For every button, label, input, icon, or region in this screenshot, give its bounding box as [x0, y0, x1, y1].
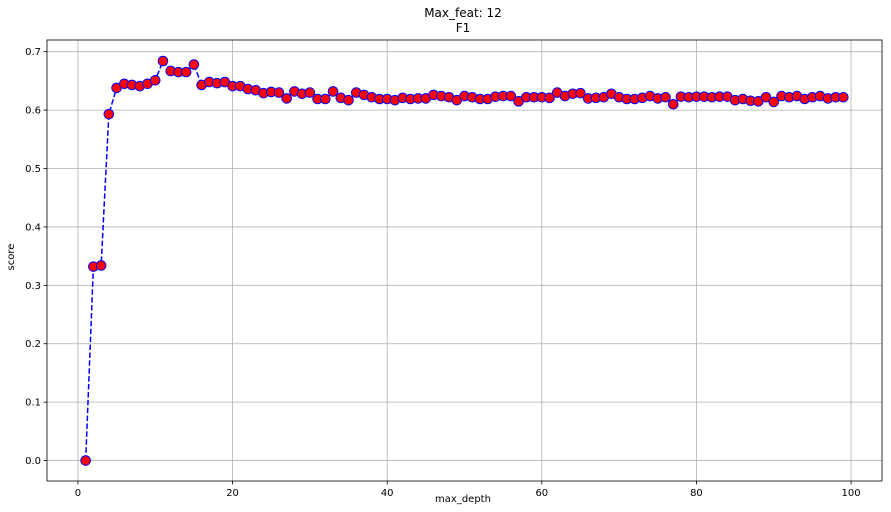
y-axis: 0.0 0.1 0.2 0.3 0.4 0.5 0.6 0.7: [25, 47, 47, 467]
x-tick-label: 100: [842, 488, 861, 499]
y-tick-label: 0.7: [25, 47, 41, 58]
x-tick-label: 20: [226, 488, 239, 499]
data-point: [667, 98, 679, 110]
axes-frame: [46, 39, 883, 482]
data-point: [273, 87, 285, 98]
data-point: [660, 91, 671, 103]
data-point: [320, 93, 331, 105]
data-point: [149, 75, 161, 86]
y-tick-label: 0.4: [25, 222, 41, 233]
data-point: [505, 90, 517, 102]
data-point: [188, 59, 200, 70]
x-tick-label: 60: [535, 488, 548, 499]
data-point: [304, 87, 316, 98]
data-point: [95, 260, 107, 271]
grid: [47, 40, 882, 481]
data-point: [544, 92, 555, 104]
markers: [80, 55, 849, 466]
series-line-layer: [84, 59, 844, 461]
data-point: [343, 94, 354, 106]
data-point: [768, 96, 780, 108]
y-tick-label: 0.2: [25, 339, 41, 350]
chart-title: Max_feat: 12: [424, 6, 502, 20]
y-tick-label: 0.0: [25, 456, 41, 467]
y-axis-label: score: [6, 244, 17, 271]
data-point: [838, 91, 849, 103]
y-tick-label: 0.3: [25, 281, 41, 292]
y-tick-label: 0.5: [25, 164, 41, 175]
x-axis-label: max_depth: [435, 494, 491, 505]
data-point: [157, 55, 169, 67]
series-line: [84, 59, 844, 461]
data-point: [327, 86, 339, 97]
data-point: [760, 91, 772, 103]
data-point: [180, 66, 192, 78]
data-point: [103, 108, 115, 120]
chart-subtitle: F1: [456, 21, 471, 35]
y-tick-label: 0.1: [25, 398, 41, 409]
data-point: [80, 455, 91, 466]
plot-area-border: [46, 39, 883, 482]
y-tick-label: 0.6: [25, 106, 41, 117]
data-point: [281, 93, 292, 104]
x-tick-label: 40: [381, 488, 394, 499]
data-point: [575, 87, 586, 99]
x-axis: 0 20 40 60 80 100: [75, 481, 861, 499]
x-tick-label: 80: [690, 488, 703, 499]
x-tick-label: 0: [75, 488, 81, 499]
